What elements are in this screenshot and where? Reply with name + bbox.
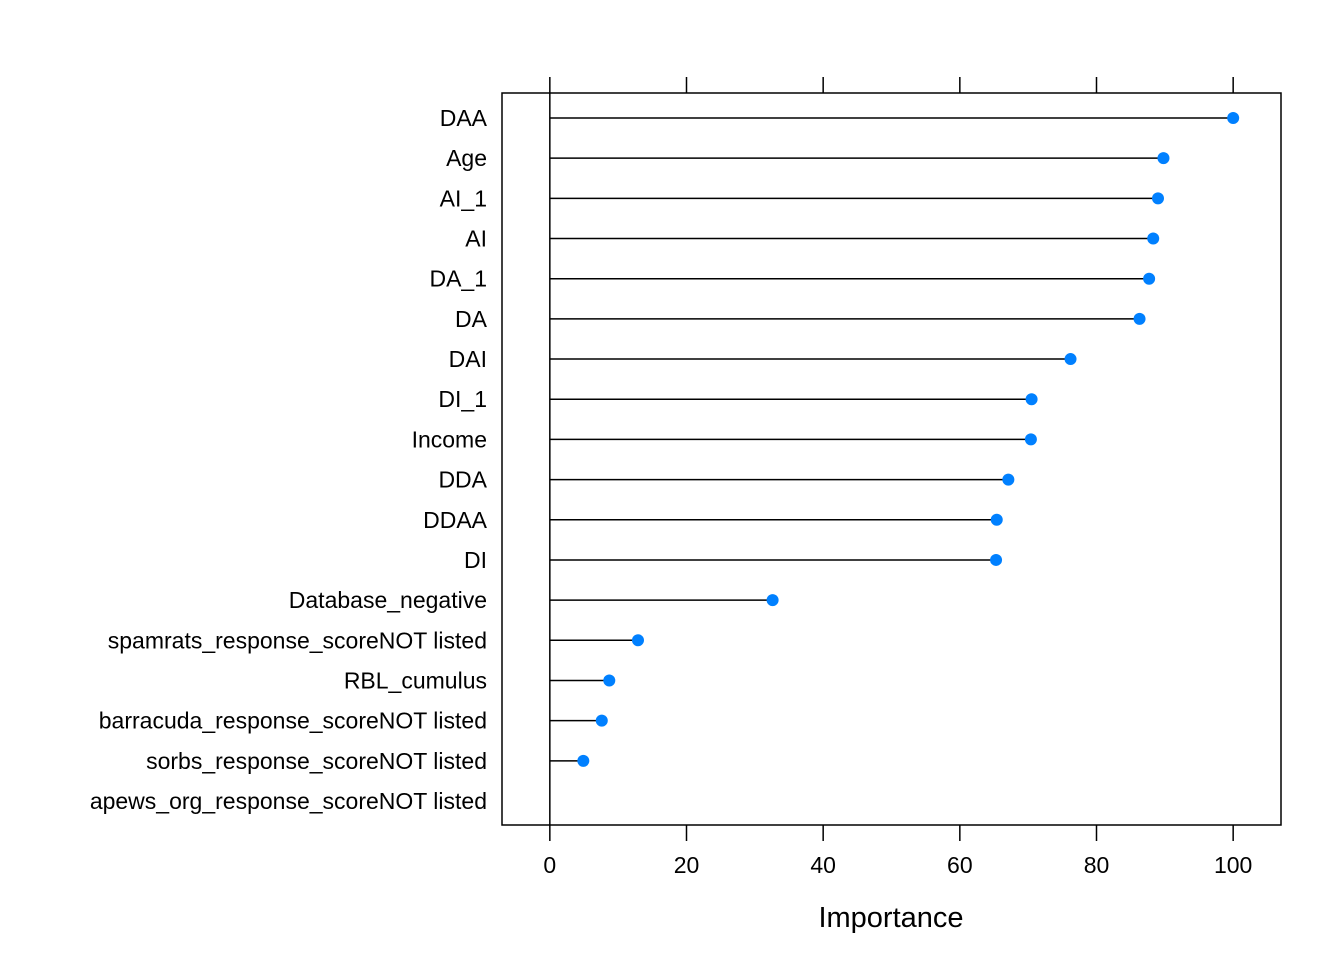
data-point bbox=[1152, 192, 1164, 205]
category-label: Database_negative bbox=[289, 587, 487, 613]
data-point bbox=[1227, 112, 1240, 124]
data-point bbox=[1157, 152, 1170, 165]
data-point bbox=[1147, 232, 1160, 245]
top-axis-ticks bbox=[549, 77, 1234, 93]
data-point bbox=[577, 754, 590, 767]
category-label: DDAA bbox=[423, 507, 488, 533]
x-axis-label: Importance bbox=[818, 902, 963, 934]
category-label: AI bbox=[465, 226, 487, 252]
points bbox=[577, 112, 1240, 767]
stems bbox=[549, 117, 1234, 762]
x-tick-label: 40 bbox=[810, 852, 836, 878]
data-point bbox=[1133, 312, 1146, 325]
data-point bbox=[603, 674, 616, 687]
data-point bbox=[1143, 272, 1156, 285]
data-point bbox=[990, 553, 1003, 566]
x-tick-label: 20 bbox=[674, 852, 700, 878]
data-point bbox=[990, 513, 1003, 526]
data-point bbox=[595, 714, 608, 727]
category-label: AI_1 bbox=[440, 185, 487, 211]
x-tick-label: 0 bbox=[543, 852, 556, 878]
category-label: apews_org_response_scoreNOT listed bbox=[90, 788, 487, 814]
x-tick-label: 60 bbox=[947, 852, 973, 878]
x-tick-label: 80 bbox=[1084, 852, 1110, 878]
category-label: Income bbox=[412, 426, 487, 452]
category-label: DA bbox=[455, 306, 488, 332]
bottom-axis: 0 20 40 60 80 100 bbox=[543, 825, 1252, 878]
category-label: DDA bbox=[438, 467, 487, 493]
category-label: DI_1 bbox=[438, 386, 487, 412]
data-point bbox=[766, 594, 779, 607]
category-label: Age bbox=[446, 145, 487, 171]
x-tick-label: 100 bbox=[1214, 852, 1252, 878]
data-point bbox=[1064, 353, 1077, 366]
data-point bbox=[1002, 473, 1015, 486]
category-label: barracuda_response_scoreNOT listed bbox=[99, 708, 487, 734]
data-point bbox=[1024, 433, 1037, 446]
category-label: DI bbox=[464, 547, 487, 573]
category-label: DA_1 bbox=[429, 266, 487, 292]
plot-frame bbox=[501, 92, 1282, 826]
category-label: sorbs_response_scoreNOT listed bbox=[146, 748, 487, 774]
category-label: RBL_cumulus bbox=[344, 667, 487, 693]
data-point bbox=[631, 634, 644, 647]
category-label: DAI bbox=[449, 346, 487, 372]
category-label: spamrats_response_scoreNOT listed bbox=[108, 627, 487, 653]
category-label: DAA bbox=[440, 105, 488, 131]
data-point bbox=[1025, 393, 1038, 406]
category-labels: DAA Age AI_1 AI DA_1 DA DAI DI_1 Income DDA DDAA DI… bbox=[90, 105, 488, 814]
